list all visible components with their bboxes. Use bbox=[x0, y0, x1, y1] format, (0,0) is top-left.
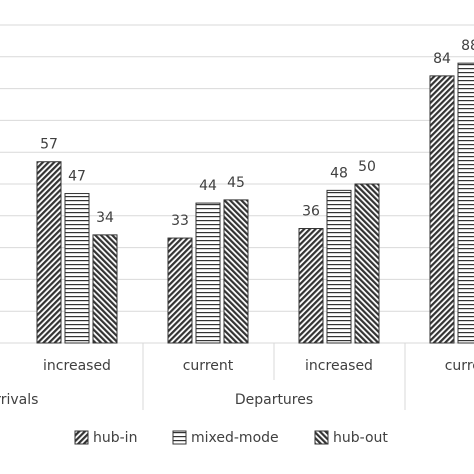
value-label: 88 bbox=[461, 38, 474, 54]
bar bbox=[457, 62, 474, 344]
x-tick-label: current bbox=[183, 358, 234, 374]
bar bbox=[92, 234, 118, 344]
value-label: 48 bbox=[330, 165, 348, 181]
x-tick-label: increased bbox=[43, 358, 111, 374]
value-label: 84 bbox=[433, 51, 451, 67]
x-tick-label: increased bbox=[305, 358, 373, 374]
group-label: Departures bbox=[235, 392, 313, 408]
legend-label: hub-in bbox=[93, 430, 137, 446]
legend-swatch bbox=[314, 430, 329, 445]
bar bbox=[167, 237, 193, 344]
value-label: 44 bbox=[199, 178, 217, 194]
bar bbox=[64, 193, 90, 344]
value-label: 50 bbox=[358, 159, 376, 175]
value-label: 33 bbox=[171, 213, 189, 229]
value-label: 57 bbox=[40, 137, 58, 153]
bar bbox=[298, 228, 324, 344]
bar bbox=[326, 189, 352, 344]
value-label: 36 bbox=[302, 204, 320, 220]
value-label: 47 bbox=[68, 169, 86, 185]
x-tick-label: current bbox=[445, 358, 474, 374]
legend-label: hub-out bbox=[333, 430, 388, 446]
bar bbox=[195, 202, 221, 344]
bar bbox=[429, 75, 455, 344]
value-label: 45 bbox=[227, 175, 245, 191]
legend-swatch bbox=[74, 430, 89, 445]
value-label: 34 bbox=[96, 210, 114, 226]
group-label: Arrivals bbox=[0, 392, 38, 408]
legend-swatch bbox=[172, 430, 187, 445]
bar bbox=[223, 199, 249, 344]
legend-label: mixed-mode bbox=[191, 430, 279, 446]
bar bbox=[36, 161, 62, 344]
bar bbox=[354, 183, 380, 344]
